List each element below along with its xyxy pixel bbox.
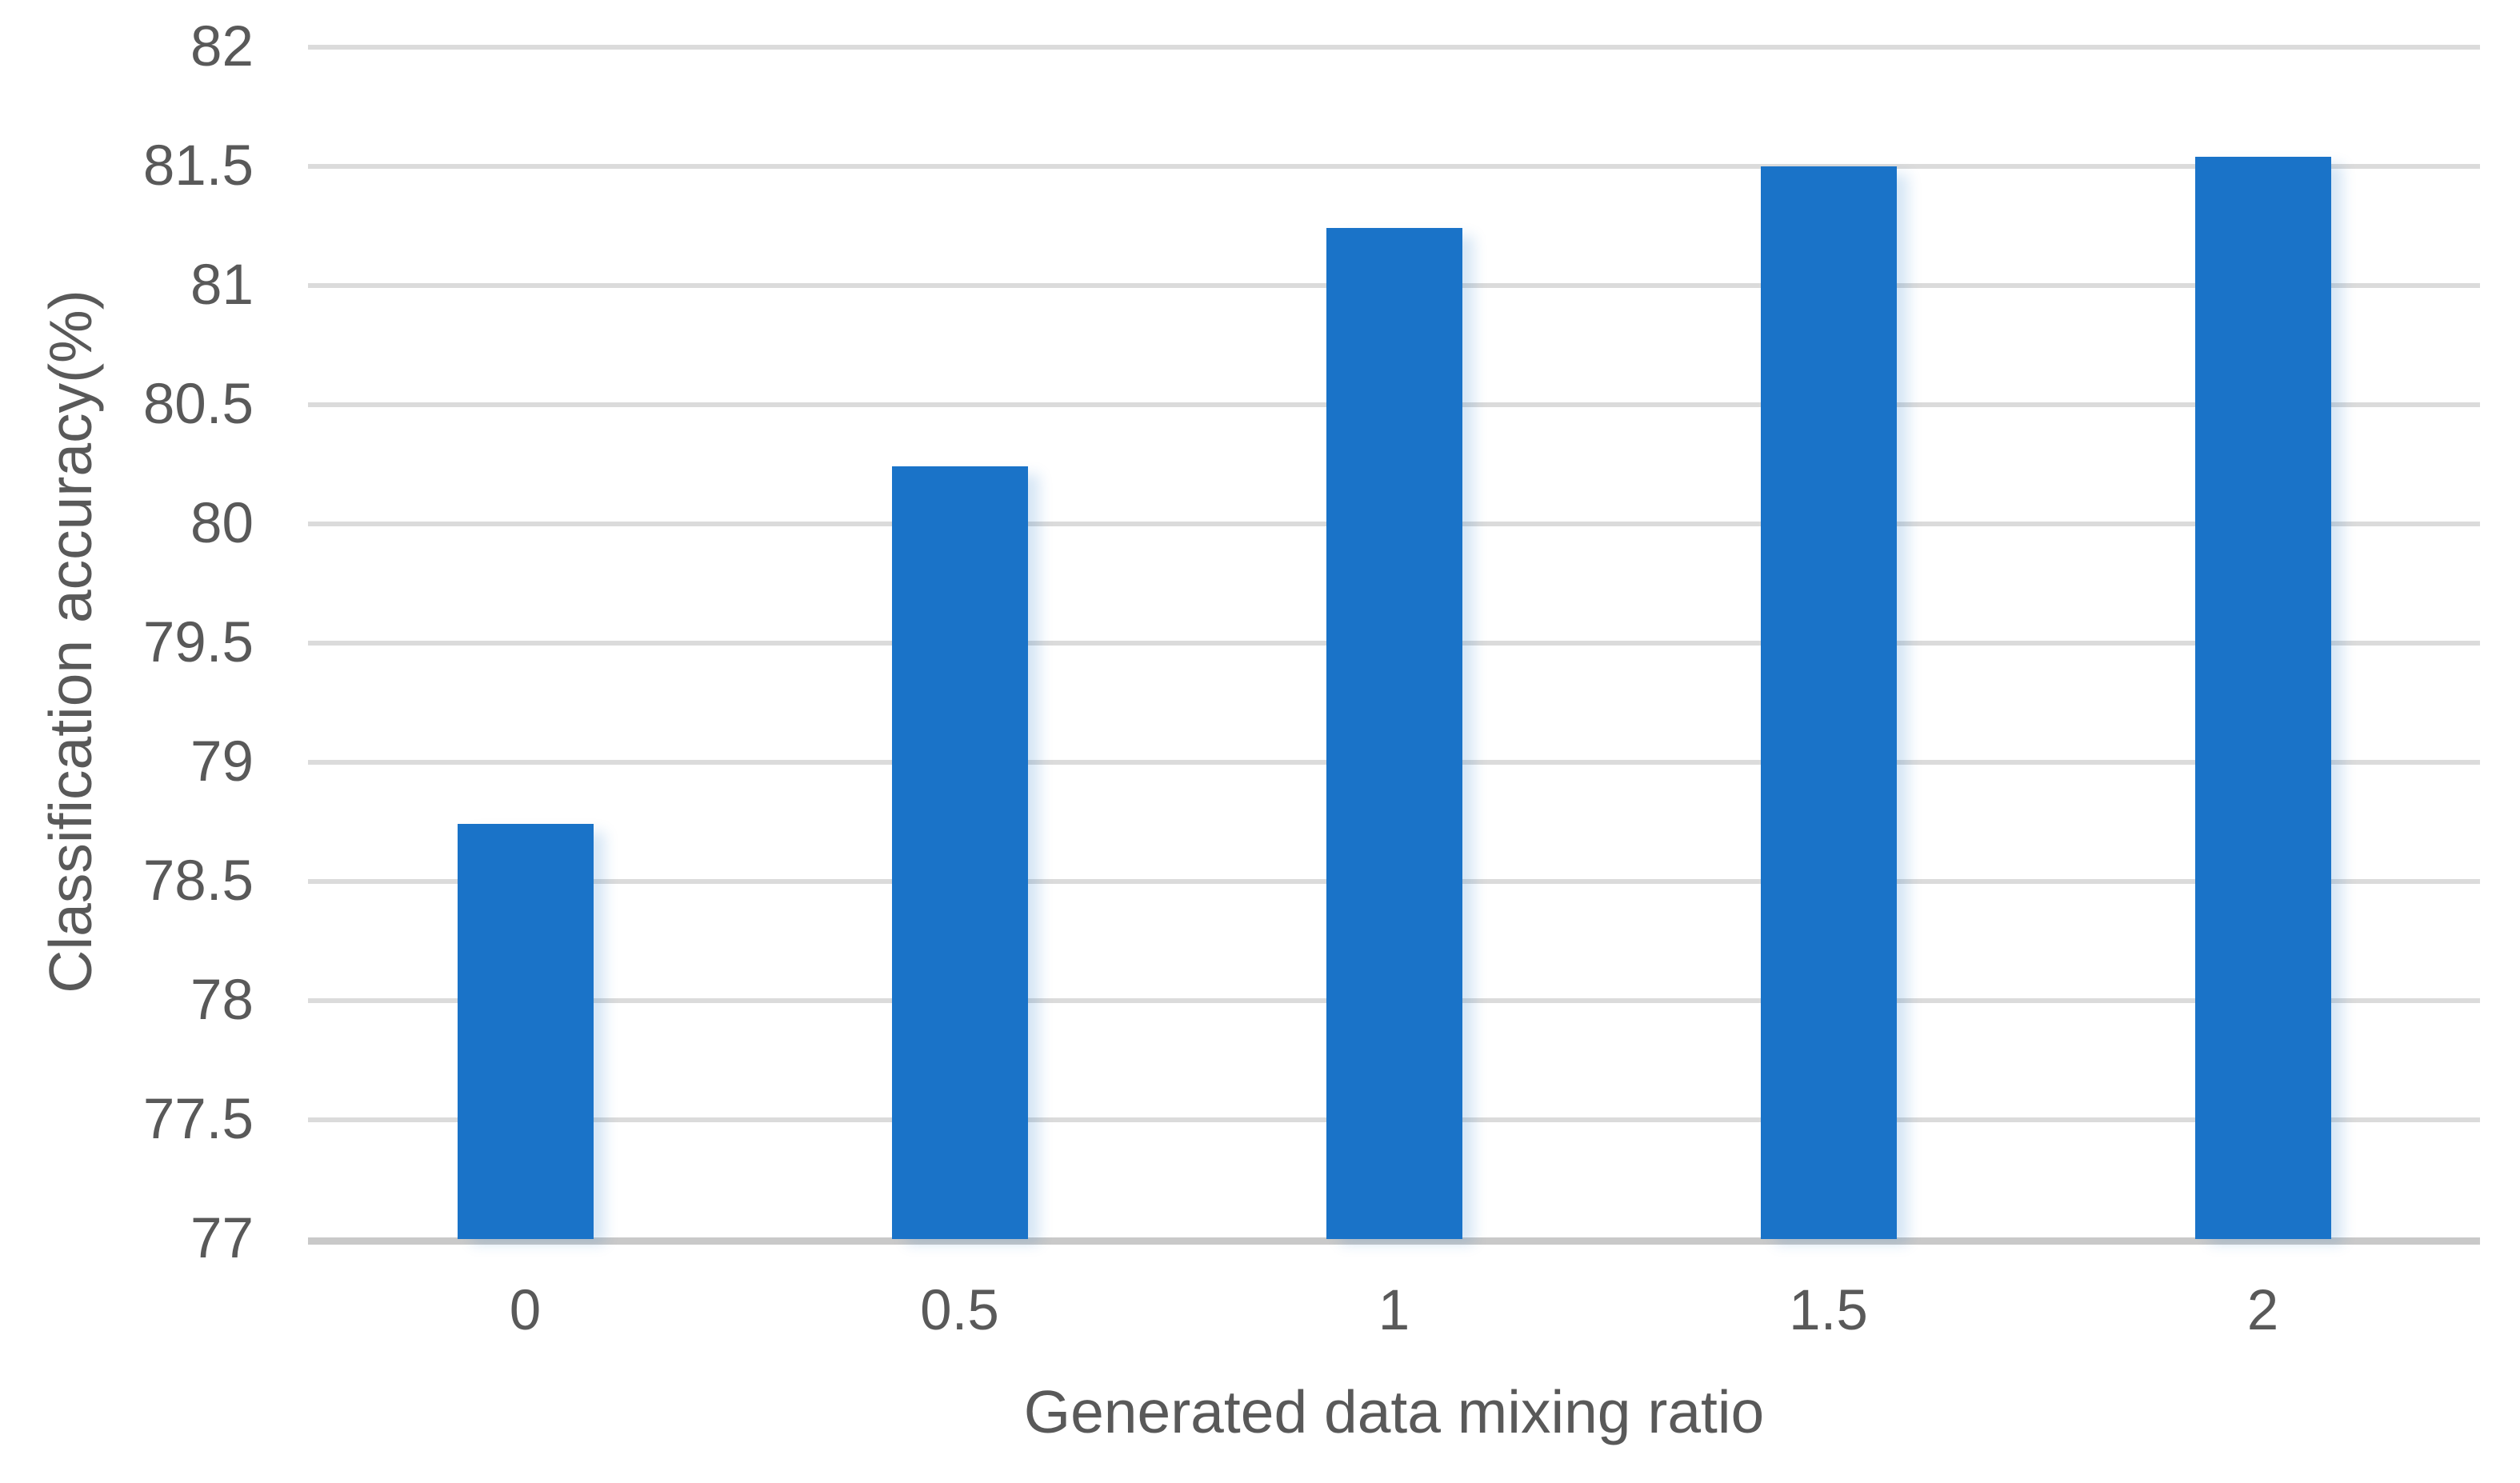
x-axis-line xyxy=(308,1237,2480,1245)
y-tick-label: 78 xyxy=(190,969,254,1032)
y-tick-label: 77 xyxy=(190,1207,254,1270)
bar-1.5 xyxy=(1760,166,1897,1239)
x-axis-title: Generated data mixing ratio xyxy=(1023,1378,1765,1445)
bar-1 xyxy=(1326,228,1462,1239)
bar-2 xyxy=(2194,157,2331,1239)
gridline xyxy=(308,45,2480,50)
x-tick-label: 1.5 xyxy=(1789,1279,1868,1342)
gridline xyxy=(308,164,2480,169)
x-tick-label: 2 xyxy=(2246,1279,2279,1342)
x-tick-label: 0.5 xyxy=(920,1279,999,1342)
y-tick-label: 77.5 xyxy=(142,1088,254,1151)
y-tick-label: 79 xyxy=(190,730,254,793)
y-tick-label: 81 xyxy=(190,254,254,317)
y-tick-label: 79.5 xyxy=(142,611,254,674)
y-tick-label: 82 xyxy=(190,15,254,78)
y-tick-label: 80.5 xyxy=(142,373,254,436)
x-tick-label: 1 xyxy=(1378,1279,1410,1342)
plot-area xyxy=(308,45,2480,1245)
y-tick-label: 80 xyxy=(190,492,254,555)
x-tick-label: 0 xyxy=(509,1279,542,1342)
bar-0 xyxy=(457,824,594,1239)
y-tick-label: 81.5 xyxy=(142,134,254,198)
bar-0.5 xyxy=(891,466,1028,1239)
y-tick-label: 78.5 xyxy=(142,849,254,913)
